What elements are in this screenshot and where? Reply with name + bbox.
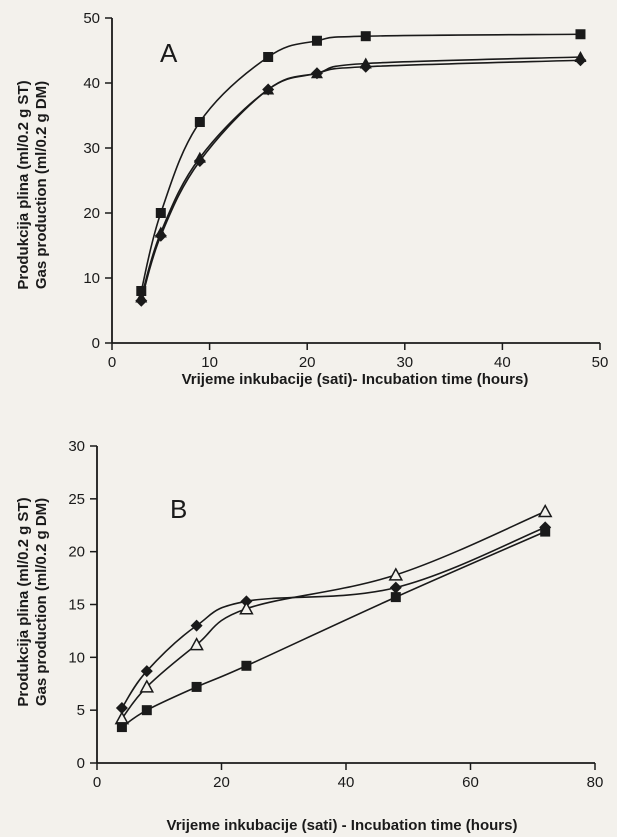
panel-b-y-title-1: Produkcija plina (ml/0.2 g ST) bbox=[15, 497, 32, 706]
panel-a-x-tick-label: 40 bbox=[494, 354, 511, 371]
panel-b-series-3-point bbox=[191, 681, 202, 692]
panel-b-series-2-point bbox=[114, 711, 130, 725]
panel-a-series-1-point bbox=[263, 52, 274, 62]
panel-a-y-tick-label: 50 bbox=[83, 10, 100, 27]
panel-b-y-tick-label: 0 bbox=[77, 755, 85, 772]
panel-a-x-tick-label: 20 bbox=[299, 354, 316, 371]
panel-a-series-3-point bbox=[193, 155, 206, 167]
panel-a-series-1-line bbox=[140, 33, 581, 292]
panel-b-y-title-2: Gas production (ml/0.2 g DM) bbox=[33, 498, 50, 706]
panel-b-series-3-line bbox=[121, 530, 546, 728]
panel-b-series-2-point bbox=[239, 601, 254, 615]
panel-b-series-1-point bbox=[140, 665, 153, 678]
panel-a-series-3-point bbox=[574, 54, 587, 67]
panel-b-y-tick-label: 30 bbox=[68, 438, 85, 455]
panel-b-series-2-line bbox=[121, 510, 546, 720]
panel-b-x-tick-label: 40 bbox=[338, 774, 355, 791]
panel-a-series-1-point bbox=[575, 29, 586, 40]
panel-a-x-tick-label: 0 bbox=[108, 354, 116, 371]
panel-a-letter: A bbox=[160, 38, 178, 68]
panel-a-y-tick-label: 0 bbox=[92, 335, 100, 352]
panel-a-series-2-line bbox=[140, 56, 581, 298]
panel-a-series-3-point bbox=[359, 60, 372, 73]
panel-a: A Produkcija plina (ml/0.2 g ST) Gas pro… bbox=[15, 10, 608, 388]
panel-a-x-tick-label: 50 bbox=[592, 354, 609, 371]
panel-b-series-1-line bbox=[121, 526, 546, 709]
panel-a-series-1-point bbox=[194, 117, 205, 127]
panel-b-y-tick-label: 25 bbox=[68, 491, 85, 508]
panel-a-y-title-1: Produkcija plina (ml/0.2 g ST) bbox=[15, 80, 32, 289]
panel-b-y-tick-label: 10 bbox=[68, 649, 85, 666]
panel-a-series-3-point bbox=[262, 83, 275, 96]
panel-a-x-tick-label: 30 bbox=[396, 354, 413, 371]
panel-b-series-3-point bbox=[390, 592, 401, 603]
panel-a-series-1-point bbox=[311, 35, 322, 46]
panel-a-y-tick-label: 40 bbox=[83, 75, 100, 92]
panel-a-y-title-2: Gas production (ml/0.2 g DM) bbox=[33, 81, 50, 289]
panel-b-series-3-point bbox=[116, 722, 127, 733]
panel-a-series-3-point bbox=[135, 294, 148, 307]
panel-a-x-tick-label: 10 bbox=[201, 354, 218, 371]
panel-a-y-tick-label: 10 bbox=[83, 270, 100, 287]
panel-b-y-tick-label: 20 bbox=[68, 544, 85, 561]
panel-b-x-title: Vrijeme inkubacije (sati) - Incubation t… bbox=[167, 817, 518, 834]
panel-a-series-3-point bbox=[310, 67, 323, 80]
panel-b-x-tick-label: 20 bbox=[213, 774, 230, 791]
panel-b-series-2-point bbox=[139, 679, 155, 693]
panel-b-series-2-point bbox=[537, 503, 553, 518]
panel-a-y-tick-label: 20 bbox=[83, 205, 100, 222]
panel-b-series-1-point bbox=[115, 702, 128, 715]
panel-b-series-2-point bbox=[388, 567, 404, 581]
panel-b-x-tick-label: 80 bbox=[587, 774, 604, 791]
panel-b-x-tick-label: 0 bbox=[93, 774, 101, 791]
panel-a-y-tick-label: 30 bbox=[83, 140, 100, 157]
panel-a-series-3-point bbox=[154, 229, 167, 242]
panel-b-x-tick-label: 60 bbox=[462, 774, 479, 791]
panel-b-y-tick-label: 5 bbox=[77, 702, 85, 719]
panel-a-x-title: Vrijeme inkubacije (sati)- Incubation ti… bbox=[182, 371, 529, 388]
panel-a-series-1-point bbox=[360, 31, 371, 42]
panel-b-series-1-point bbox=[389, 581, 402, 594]
panel-b-letter: B bbox=[170, 494, 187, 524]
panel-b-series-3-point bbox=[141, 705, 152, 716]
panel-b-y-tick-label: 15 bbox=[68, 597, 85, 614]
panel-a-series-1-point bbox=[155, 208, 166, 218]
panel-b-series-3-point bbox=[241, 660, 252, 671]
panel-a-series-1-point bbox=[136, 286, 147, 296]
panel-b-series-2-point bbox=[189, 637, 204, 651]
panel-b-series-3-point bbox=[540, 526, 551, 537]
panel-b: B Produkcija plina (ml/0.2 g ST) Gas pro… bbox=[15, 438, 603, 834]
panel-b-series-1-point bbox=[190, 619, 203, 632]
panel-a-series-3-line bbox=[140, 59, 581, 301]
